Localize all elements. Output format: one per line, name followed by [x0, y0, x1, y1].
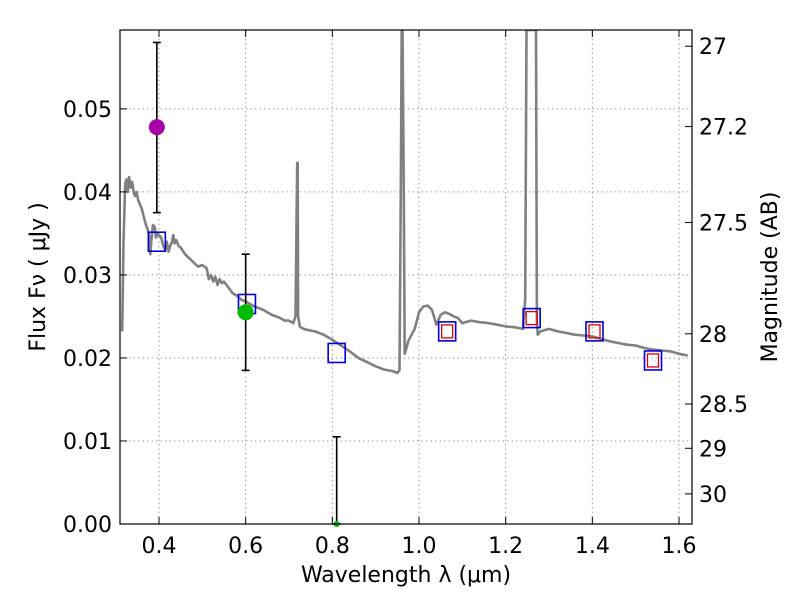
grid-lines [120, 30, 692, 524]
observed-flux-point [237, 304, 254, 321]
model-flux-box [643, 350, 663, 371]
magnitude-axis-ticks: 27 27.2 27.5 28 28.5 29 30 [685, 35, 748, 508]
magnitude-tick-label: 27.2 [699, 116, 748, 141]
model-photometry-boxes [147, 231, 663, 371]
x-tick-label: 0.8 [315, 534, 350, 559]
model-flux-box-inner [646, 353, 660, 368]
model-flux-box [522, 307, 541, 329]
magnitude-axis-label: Magnitude (AB) [758, 192, 783, 363]
x-tick-label: 1.0 [402, 534, 437, 559]
model-flux-box [437, 321, 457, 342]
plot-frame [119, 29, 693, 525]
x-tick-label: 1.4 [575, 534, 610, 559]
y-tick-label: 0.01 [63, 430, 112, 455]
model-spectrum-layer [120, 30, 688, 375]
x-tick-label: 1.6 [662, 534, 697, 559]
magnitude-tick-label: 27.5 [699, 212, 748, 237]
x-axis-ticks: 0.4 0.6 0.8 1.0 1.2 1.4 1.6 [142, 30, 697, 559]
model-flux-box [147, 231, 167, 253]
observed-flux-point [148, 119, 165, 136]
y-axis-label: Flux Fν ( μJy ) [26, 202, 51, 351]
y-tick-label: 0.05 [63, 98, 112, 123]
model-flux-box [327, 342, 346, 364]
observed-points [148, 119, 340, 527]
y-axis-ticks: 0.00 0.01 0.02 0.03 0.04 0.05 [63, 98, 127, 538]
model-flux-box-inner [525, 310, 538, 326]
y-tick-label: 0.00 [63, 513, 112, 538]
magnitude-tick-label: 29 [699, 437, 727, 462]
y-tick-label: 0.03 [63, 264, 112, 289]
model-flux-box-inner [441, 324, 454, 339]
magnitude-tick-label: 27 [699, 35, 727, 60]
x-tick-label: 0.6 [228, 534, 263, 559]
x-tick-label: 0.4 [142, 534, 177, 559]
plot-background [120, 30, 692, 524]
magnitude-tick-label: 30 [699, 483, 727, 508]
x-axis-label: Wavelength λ (μm) [301, 563, 511, 588]
model-flux-box [585, 321, 604, 342]
magnitude-tick-label: 28 [699, 323, 727, 348]
model-flux-box-inner [588, 324, 601, 339]
magnitude-tick-label: 28.5 [699, 393, 748, 418]
y-tick-label: 0.04 [63, 181, 112, 206]
model-spectrum-line [120, 30, 688, 375]
x-tick-label: 1.2 [488, 534, 523, 559]
y-tick-label: 0.02 [63, 347, 112, 372]
